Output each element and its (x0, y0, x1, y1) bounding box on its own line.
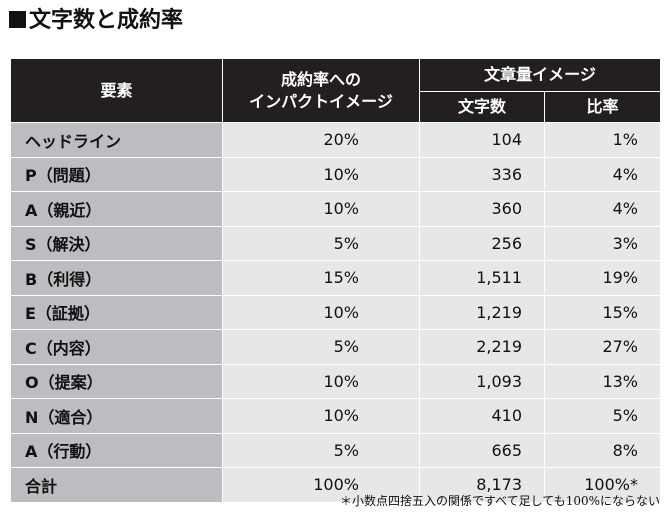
page-title: 文字数と成約率 (9, 6, 183, 36)
impact-cell: 5% (222, 432, 420, 468)
impact-cell: 5% (222, 225, 420, 261)
chars-cell: 2,219 (419, 329, 545, 365)
table-row: A（行動） 5% 665 8% (10, 432, 661, 468)
impact-cell: 10% (222, 294, 420, 330)
ratio-cell: 19% (544, 260, 661, 296)
title-text: 文字数と成約率 (29, 8, 184, 33)
row-label: C（内容） (10, 329, 223, 365)
row-label: O（提案） (10, 363, 223, 399)
chars-cell: 360 (419, 191, 545, 227)
row-label: N（適合） (10, 398, 223, 434)
ratio-cell: 8% (544, 432, 661, 468)
chars-cell: 104 (419, 122, 545, 158)
table-row: O（提案） 10% 1,093 13% (10, 363, 661, 399)
chars-cell: 410 (419, 398, 545, 434)
ratio-cell: 3% (544, 225, 661, 261)
table-row: E（証拠） 10% 1,219 15% (10, 294, 661, 330)
row-label: ヘッドライン (10, 122, 223, 158)
row-label: A（行動） (10, 432, 223, 468)
chars-cell: 1,093 (419, 363, 545, 399)
table-row: S（解決） 5% 256 3% (10, 225, 661, 261)
data-table: 要素 成約率への インパクトイメージ 文章量イメージ 文字数 比率 ヘッドライン… (10, 58, 661, 503)
ratio-cell: 5% (544, 398, 661, 434)
header-ratio: 比率 (544, 91, 661, 123)
header-impact-line1: 成約率への (280, 69, 361, 89)
ratio-cell: 100%* (544, 467, 661, 503)
chars-cell: 336 (419, 156, 545, 192)
header-impact-line2: インパクトイメージ (249, 91, 393, 111)
black-square-icon (9, 11, 26, 28)
impact-cell: 10% (222, 191, 420, 227)
row-label: B（利得） (10, 260, 223, 296)
impact-cell: 10% (222, 156, 420, 192)
table-row: A（親近） 10% 360 4% (10, 191, 661, 227)
ratio-cell: 13% (544, 363, 661, 399)
chars-cell: 665 (419, 432, 545, 468)
row-label: 合計 (10, 467, 223, 503)
chars-cell: 1,219 (419, 294, 545, 330)
ratio-cell: 15% (544, 294, 661, 330)
header-chars: 文字数 (419, 91, 545, 123)
impact-cell: 10% (222, 398, 420, 434)
impact-cell: 10% (222, 363, 420, 399)
ratio-cell: 4% (544, 156, 661, 192)
header-element: 要素 (10, 58, 223, 123)
impact-cell: 5% (222, 329, 420, 365)
footnote: ＊小数点四捨五入の関係ですべて足しても100%にならない (339, 494, 660, 508)
impact-cell: 15% (222, 260, 420, 296)
table-row: P（問題） 10% 336 4% (10, 156, 661, 192)
table-row: ヘッドライン 20% 104 1% (10, 122, 661, 158)
row-label: E（証拠） (10, 294, 223, 330)
row-label: S（解決） (10, 225, 223, 261)
table-row: B（利得） 15% 1,511 19% (10, 260, 661, 296)
header-volume: 文章量イメージ (419, 58, 661, 92)
chars-cell: 8,173 (419, 467, 545, 503)
table-row: N（適合） 10% 410 5% (10, 398, 661, 434)
row-label: P（問題） (10, 156, 223, 192)
ratio-cell: 4% (544, 191, 661, 227)
table-row: 合計 100% 8,173 100%* (10, 467, 661, 503)
row-label: A（親近） (10, 191, 223, 227)
ratio-cell: 1% (544, 122, 661, 158)
header-impact: 成約率への インパクトイメージ (222, 58, 420, 123)
impact-cell: 20% (222, 122, 420, 158)
chars-cell: 1,511 (419, 260, 545, 296)
chars-cell: 256 (419, 225, 545, 261)
table-row: C（内容） 5% 2,219 27% (10, 329, 661, 365)
ratio-cell: 27% (544, 329, 661, 365)
